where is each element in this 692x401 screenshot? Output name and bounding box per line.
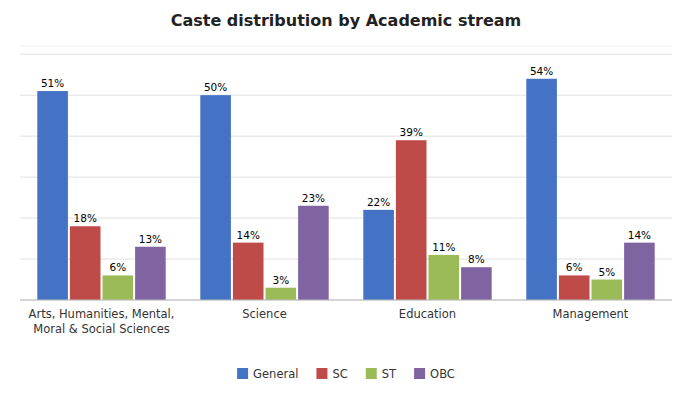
- data-label: 39%: [400, 126, 423, 138]
- legend: General SC ST OBC: [237, 367, 455, 381]
- legend-item: ST: [366, 367, 397, 381]
- legend-swatch: [414, 368, 425, 379]
- grid: [20, 46, 672, 300]
- legend-label: General: [253, 367, 298, 381]
- data-label: 54%: [530, 65, 553, 77]
- x-tick-label: Management: [553, 307, 629, 321]
- bar: [266, 288, 297, 300]
- bar: [233, 243, 264, 300]
- data-label: 18%: [74, 212, 97, 224]
- data-label: 3%: [272, 274, 289, 286]
- bar: [396, 140, 427, 300]
- range-top-line: [20, 46, 672, 47]
- bar: [298, 206, 329, 300]
- legend-item: OBC: [414, 367, 455, 381]
- bar: [526, 79, 557, 300]
- bar: [103, 275, 134, 300]
- data-label: 11%: [432, 241, 455, 253]
- legend-label: SC: [332, 367, 347, 381]
- data-label: 8%: [468, 253, 485, 265]
- grid-line: [20, 259, 672, 260]
- legend-item: SC: [316, 367, 347, 381]
- bar: [592, 280, 623, 300]
- bar: [429, 255, 460, 300]
- bar: [624, 243, 655, 300]
- bar: [363, 210, 394, 300]
- grid-line: [20, 136, 672, 137]
- x-tick-label: Education: [399, 307, 456, 321]
- data-label: 6%: [566, 261, 583, 273]
- legend-swatch: [237, 368, 248, 379]
- data-label: 5%: [598, 266, 615, 278]
- data-label: 23%: [302, 192, 325, 204]
- data-label: 50%: [204, 81, 227, 93]
- bar: [135, 247, 166, 300]
- data-label: 51%: [41, 77, 64, 89]
- bar: [559, 275, 590, 300]
- legend-swatch: [366, 368, 377, 379]
- chart-title: Caste distribution by Academic stream: [171, 11, 522, 30]
- legend-item: General: [237, 367, 298, 381]
- x-tick-label: Science: [242, 307, 287, 321]
- x-axis-line: [20, 300, 672, 301]
- bar: [37, 91, 68, 300]
- data-label: 6%: [109, 261, 126, 273]
- bars: [37, 79, 654, 300]
- grid-line: [20, 218, 672, 219]
- bar: [461, 267, 492, 300]
- chart-svg: Caste distribution by Academic stream 51%…: [0, 0, 692, 401]
- data-label: 14%: [237, 229, 260, 241]
- data-label: 22%: [367, 196, 390, 208]
- legend-label: OBC: [430, 367, 455, 381]
- grid-line: [20, 95, 672, 96]
- grid-line: [20, 177, 672, 178]
- data-labels: 51% 50% 22% 54% 18% 14% 39% 6% 6% 3% 11% 5% 13% 23% 8%…: [41, 65, 651, 286]
- grid-line: [20, 54, 672, 55]
- bar: [70, 226, 101, 300]
- chart-container: Caste distribution by Academic stream 51%…: [0, 0, 692, 401]
- legend-label: ST: [382, 367, 397, 381]
- data-label: 13%: [139, 233, 162, 245]
- x-tick-label: Arts, Humanities, Mental,Moral & Social …: [29, 307, 175, 336]
- grid-line: [20, 300, 672, 301]
- legend-swatch: [316, 368, 327, 379]
- bar: [200, 95, 231, 300]
- x-tick-labels: Arts, Humanities, Mental,Moral & Social …: [29, 307, 629, 336]
- data-label: 14%: [628, 229, 651, 241]
